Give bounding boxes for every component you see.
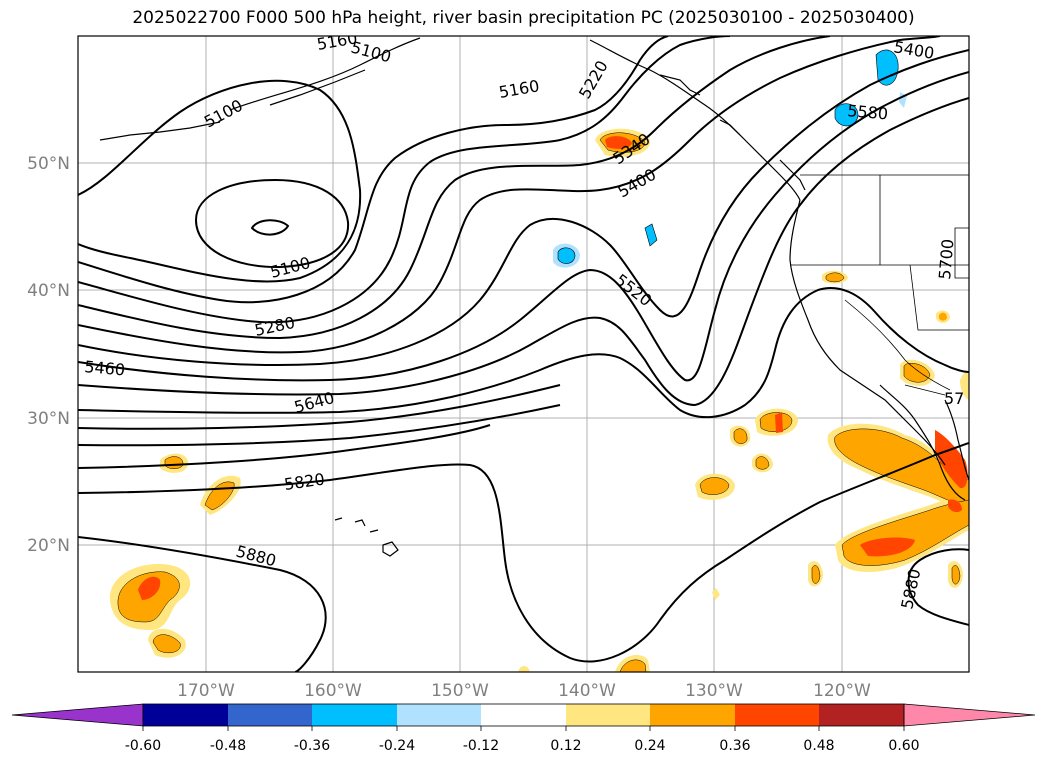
- colorbar-tick: -0.24: [379, 738, 415, 754]
- colorbar-segment: [481, 704, 566, 726]
- colorbar-tick: -0.36: [294, 738, 330, 754]
- colorbar-tick: 0.60: [888, 738, 919, 754]
- colorbar-segment: [397, 704, 481, 726]
- coastlines: [99, 37, 969, 557]
- map-title: 2025022700 F000 500 hPa height, river ba…: [132, 8, 915, 28]
- colorbar-tick: 0.36: [719, 738, 750, 754]
- contour-label: 57: [944, 389, 964, 408]
- colorbar-tick: -0.60: [125, 738, 161, 754]
- colorbar-segment: [566, 704, 650, 726]
- map-frame: [77, 35, 970, 673]
- lon-label-170w: 170°W: [177, 681, 235, 701]
- colorbar-segment: [819, 704, 904, 726]
- lon-label-140w: 140°W: [558, 681, 616, 701]
- lon-label-130w: 130°W: [685, 681, 743, 701]
- contour-label: 5460: [84, 357, 126, 379]
- lon-label-150w: 150°W: [431, 681, 489, 701]
- colorbar-segment: [650, 704, 735, 726]
- contour-label: 5580: [847, 101, 889, 123]
- colorbar-tick: 0.48: [803, 738, 834, 754]
- colorbar-tick: -0.48: [210, 738, 246, 754]
- colorbar-segment: [312, 704, 397, 726]
- colorbar: -0.60 -0.48 -0.36 -0.24 -0.12 0.12 0.24 …: [11, 703, 1036, 754]
- colorbar-extend-right: [903, 703, 1036, 727]
- height-contours: [78, 36, 969, 672]
- map-area: [78, 36, 969, 672]
- colorbar-tick: 0.24: [634, 738, 665, 754]
- colorbar-segment: [735, 704, 819, 726]
- colorbar-extend-left: [11, 703, 144, 727]
- latitude-labels: 50°N 40°N 30°N 20°N: [27, 154, 70, 556]
- colorbar-tick: 0.12: [550, 738, 581, 754]
- gridlines: [78, 36, 969, 672]
- lat-label-20n: 20°N: [27, 536, 70, 556]
- colorbar-segment: [228, 704, 312, 726]
- contour-label: 5700: [935, 238, 957, 280]
- lat-label-50n: 50°N: [27, 154, 70, 174]
- longitude-labels: 170°W 160°W 150°W 140°W 130°W 120°W: [177, 681, 871, 701]
- lon-label-120w: 120°W: [813, 681, 871, 701]
- colorbar-segment: [143, 704, 228, 726]
- lat-label-30n: 30°N: [27, 409, 70, 429]
- lat-label-40n: 40°N: [27, 281, 70, 301]
- precipitation-shading: [109, 49, 969, 672]
- colorbar-tick: -0.12: [463, 738, 499, 754]
- lon-label-160w: 160°W: [304, 681, 362, 701]
